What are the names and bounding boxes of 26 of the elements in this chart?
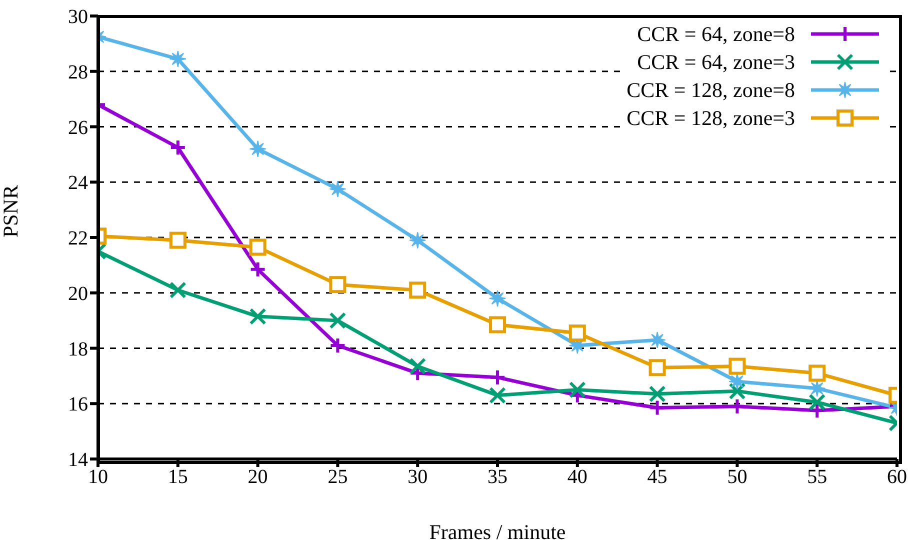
x-tick-label: 25 bbox=[328, 466, 348, 488]
y-tick-label: 14 bbox=[68, 449, 88, 472]
x-tick-label: 50 bbox=[727, 466, 748, 488]
y-tick-label: 22 bbox=[68, 228, 88, 250]
x-tick-label: 20 bbox=[248, 466, 268, 488]
x-tick-label: 30 bbox=[408, 466, 428, 488]
legend-label: CCR = 64, zone=8 bbox=[637, 22, 795, 46]
y-tick-label: 28 bbox=[68, 61, 88, 84]
y-axis-title: PSNR bbox=[0, 184, 22, 238]
x-tick-label: 15 bbox=[168, 466, 188, 488]
x-tick-label: 55 bbox=[807, 466, 828, 488]
x-tick-label: 45 bbox=[647, 466, 668, 488]
x-tick-label: 10 bbox=[88, 466, 108, 488]
y-tick-label: 30 bbox=[68, 6, 88, 28]
y-tick-label: 20 bbox=[68, 282, 88, 305]
x-axis-title: Frames / minute bbox=[429, 520, 566, 543]
y-tick-label: 16 bbox=[68, 394, 88, 416]
y-tick-label: 24 bbox=[68, 172, 88, 194]
y-tick-label: 26 bbox=[68, 116, 88, 139]
legend-label: CCR = 128, zone=8 bbox=[626, 78, 795, 102]
y-tick-label: 18 bbox=[68, 338, 88, 360]
x-tick-label: 60 bbox=[887, 466, 907, 488]
x-tick-label: 35 bbox=[488, 466, 508, 488]
x-tick-label: 40 bbox=[567, 466, 588, 488]
legend-label: CCR = 64, zone=3 bbox=[637, 50, 795, 74]
legend-label: CCR = 128, zone=3 bbox=[626, 106, 795, 130]
